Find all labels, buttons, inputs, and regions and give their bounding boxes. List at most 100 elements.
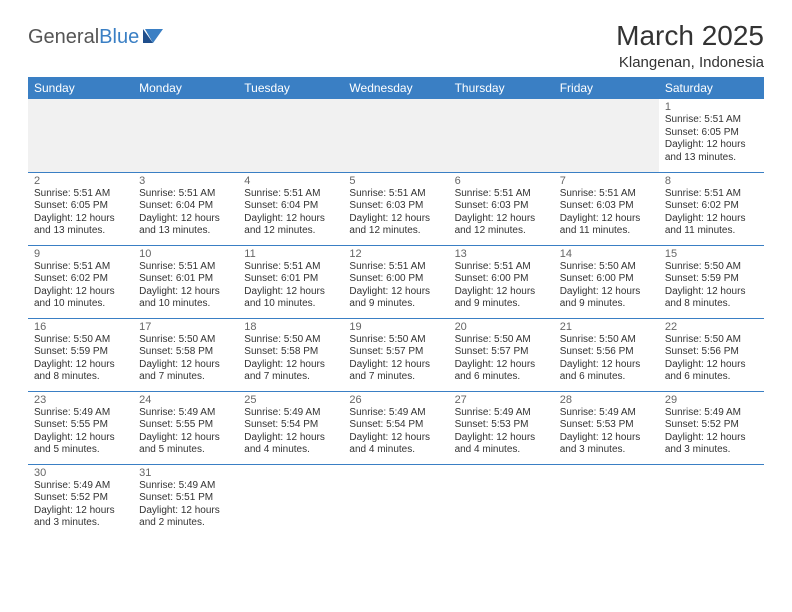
calendar-day-cell: 31Sunrise: 5:49 AMSunset: 5:51 PMDayligh… — [133, 464, 238, 537]
weekday-header: Monday — [133, 77, 238, 99]
weekday-header: Sunday — [28, 77, 133, 99]
calendar-day-cell: 25Sunrise: 5:49 AMSunset: 5:54 PMDayligh… — [238, 391, 343, 464]
day-info: Sunrise: 5:49 AMSunset: 5:54 PMDaylight:… — [349, 407, 442, 457]
weekday-header: Thursday — [449, 77, 554, 99]
calendar-day-cell: 2Sunrise: 5:51 AMSunset: 6:05 PMDaylight… — [28, 172, 133, 245]
day-number: 20 — [455, 321, 548, 333]
calendar-week-row: 23Sunrise: 5:49 AMSunset: 5:55 PMDayligh… — [28, 391, 764, 464]
calendar-day-cell — [28, 99, 133, 172]
calendar-day-cell: 6Sunrise: 5:51 AMSunset: 6:03 PMDaylight… — [449, 172, 554, 245]
calendar-day-cell: 21Sunrise: 5:50 AMSunset: 5:56 PMDayligh… — [554, 318, 659, 391]
calendar-head: Sunday Monday Tuesday Wednesday Thursday… — [28, 77, 764, 99]
calendar-day-cell — [449, 464, 554, 537]
day-info: Sunrise: 5:51 AMSunset: 6:02 PMDaylight:… — [665, 188, 758, 238]
day-info: Sunrise: 5:49 AMSunset: 5:53 PMDaylight:… — [560, 407, 653, 457]
title-block: March 2025 Klangenan, Indonesia — [616, 20, 764, 71]
day-info: Sunrise: 5:49 AMSunset: 5:52 PMDaylight:… — [34, 480, 127, 530]
calendar-day-cell: 29Sunrise: 5:49 AMSunset: 5:52 PMDayligh… — [659, 391, 764, 464]
calendar-page: GeneralBlue March 2025 Klangenan, Indone… — [0, 0, 792, 547]
day-number: 19 — [349, 321, 442, 333]
day-info: Sunrise: 5:49 AMSunset: 5:55 PMDaylight:… — [34, 407, 127, 457]
calendar-week-row: 16Sunrise: 5:50 AMSunset: 5:59 PMDayligh… — [28, 318, 764, 391]
calendar-day-cell: 11Sunrise: 5:51 AMSunset: 6:01 PMDayligh… — [238, 245, 343, 318]
calendar-body: 1Sunrise: 5:51 AMSunset: 6:05 PMDaylight… — [28, 99, 764, 537]
day-info: Sunrise: 5:51 AMSunset: 6:01 PMDaylight:… — [139, 261, 232, 311]
calendar-week-row: 30Sunrise: 5:49 AMSunset: 5:52 PMDayligh… — [28, 464, 764, 537]
calendar-week-row: 9Sunrise: 5:51 AMSunset: 6:02 PMDaylight… — [28, 245, 764, 318]
header-row: GeneralBlue March 2025 Klangenan, Indone… — [28, 20, 764, 71]
calendar-day-cell — [554, 99, 659, 172]
day-number: 18 — [244, 321, 337, 333]
day-info: Sunrise: 5:49 AMSunset: 5:55 PMDaylight:… — [139, 407, 232, 457]
calendar-day-cell — [554, 464, 659, 537]
calendar-day-cell — [659, 464, 764, 537]
calendar-day-cell: 4Sunrise: 5:51 AMSunset: 6:04 PMDaylight… — [238, 172, 343, 245]
day-number: 15 — [665, 248, 758, 260]
calendar-day-cell — [133, 99, 238, 172]
calendar-day-cell: 20Sunrise: 5:50 AMSunset: 5:57 PMDayligh… — [449, 318, 554, 391]
day-number: 24 — [139, 394, 232, 406]
day-number: 14 — [560, 248, 653, 260]
calendar-table: Sunday Monday Tuesday Wednesday Thursday… — [28, 77, 764, 537]
day-number: 26 — [349, 394, 442, 406]
day-info: Sunrise: 5:49 AMSunset: 5:51 PMDaylight:… — [139, 480, 232, 530]
day-info: Sunrise: 5:51 AMSunset: 6:00 PMDaylight:… — [349, 261, 442, 311]
weekday-header: Friday — [554, 77, 659, 99]
day-number: 31 — [139, 467, 232, 479]
day-info: Sunrise: 5:50 AMSunset: 5:58 PMDaylight:… — [244, 334, 337, 384]
calendar-day-cell: 12Sunrise: 5:51 AMSunset: 6:00 PMDayligh… — [343, 245, 448, 318]
day-info: Sunrise: 5:49 AMSunset: 5:52 PMDaylight:… — [665, 407, 758, 457]
day-info: Sunrise: 5:51 AMSunset: 6:01 PMDaylight:… — [244, 261, 337, 311]
day-number: 1 — [665, 101, 758, 113]
day-info: Sunrise: 5:50 AMSunset: 5:58 PMDaylight:… — [139, 334, 232, 384]
calendar-week-row: 2Sunrise: 5:51 AMSunset: 6:05 PMDaylight… — [28, 172, 764, 245]
day-info: Sunrise: 5:50 AMSunset: 5:56 PMDaylight:… — [665, 334, 758, 384]
calendar-day-cell — [238, 99, 343, 172]
day-info: Sunrise: 5:49 AMSunset: 5:53 PMDaylight:… — [455, 407, 548, 457]
day-number: 5 — [349, 175, 442, 187]
day-number: 17 — [139, 321, 232, 333]
calendar-day-cell: 18Sunrise: 5:50 AMSunset: 5:58 PMDayligh… — [238, 318, 343, 391]
calendar-day-cell: 17Sunrise: 5:50 AMSunset: 5:58 PMDayligh… — [133, 318, 238, 391]
day-info: Sunrise: 5:50 AMSunset: 5:59 PMDaylight:… — [34, 334, 127, 384]
day-number: 12 — [349, 248, 442, 260]
day-number: 23 — [34, 394, 127, 406]
day-info: Sunrise: 5:50 AMSunset: 5:56 PMDaylight:… — [560, 334, 653, 384]
calendar-day-cell: 7Sunrise: 5:51 AMSunset: 6:03 PMDaylight… — [554, 172, 659, 245]
day-info: Sunrise: 5:50 AMSunset: 5:59 PMDaylight:… — [665, 261, 758, 311]
day-number: 30 — [34, 467, 127, 479]
calendar-day-cell: 8Sunrise: 5:51 AMSunset: 6:02 PMDaylight… — [659, 172, 764, 245]
day-info: Sunrise: 5:49 AMSunset: 5:54 PMDaylight:… — [244, 407, 337, 457]
day-number: 4 — [244, 175, 337, 187]
day-number: 11 — [244, 248, 337, 260]
day-number: 28 — [560, 394, 653, 406]
logo-flag-icon — [143, 26, 165, 49]
logo: GeneralBlue — [28, 26, 165, 49]
logo-text-general: General — [28, 26, 99, 49]
day-number: 22 — [665, 321, 758, 333]
day-info: Sunrise: 5:51 AMSunset: 6:05 PMDaylight:… — [665, 114, 758, 164]
day-info: Sunrise: 5:50 AMSunset: 5:57 PMDaylight:… — [455, 334, 548, 384]
calendar-day-cell: 1Sunrise: 5:51 AMSunset: 6:05 PMDaylight… — [659, 99, 764, 172]
calendar-day-cell: 14Sunrise: 5:50 AMSunset: 6:00 PMDayligh… — [554, 245, 659, 318]
weekday-header: Tuesday — [238, 77, 343, 99]
day-info: Sunrise: 5:50 AMSunset: 6:00 PMDaylight:… — [560, 261, 653, 311]
location-name: Klangenan, Indonesia — [616, 54, 764, 71]
day-number: 3 — [139, 175, 232, 187]
calendar-day-cell: 19Sunrise: 5:50 AMSunset: 5:57 PMDayligh… — [343, 318, 448, 391]
calendar-day-cell: 23Sunrise: 5:49 AMSunset: 5:55 PMDayligh… — [28, 391, 133, 464]
calendar-day-cell — [343, 464, 448, 537]
calendar-day-cell: 22Sunrise: 5:50 AMSunset: 5:56 PMDayligh… — [659, 318, 764, 391]
day-number: 29 — [665, 394, 758, 406]
weekday-header: Saturday — [659, 77, 764, 99]
day-info: Sunrise: 5:50 AMSunset: 5:57 PMDaylight:… — [349, 334, 442, 384]
day-info: Sunrise: 5:51 AMSunset: 6:04 PMDaylight:… — [244, 188, 337, 238]
day-number: 25 — [244, 394, 337, 406]
day-info: Sunrise: 5:51 AMSunset: 6:02 PMDaylight:… — [34, 261, 127, 311]
calendar-day-cell: 27Sunrise: 5:49 AMSunset: 5:53 PMDayligh… — [449, 391, 554, 464]
calendar-day-cell: 16Sunrise: 5:50 AMSunset: 5:59 PMDayligh… — [28, 318, 133, 391]
day-info: Sunrise: 5:51 AMSunset: 6:04 PMDaylight:… — [139, 188, 232, 238]
day-number: 6 — [455, 175, 548, 187]
day-number: 21 — [560, 321, 653, 333]
day-info: Sunrise: 5:51 AMSunset: 6:03 PMDaylight:… — [560, 188, 653, 238]
